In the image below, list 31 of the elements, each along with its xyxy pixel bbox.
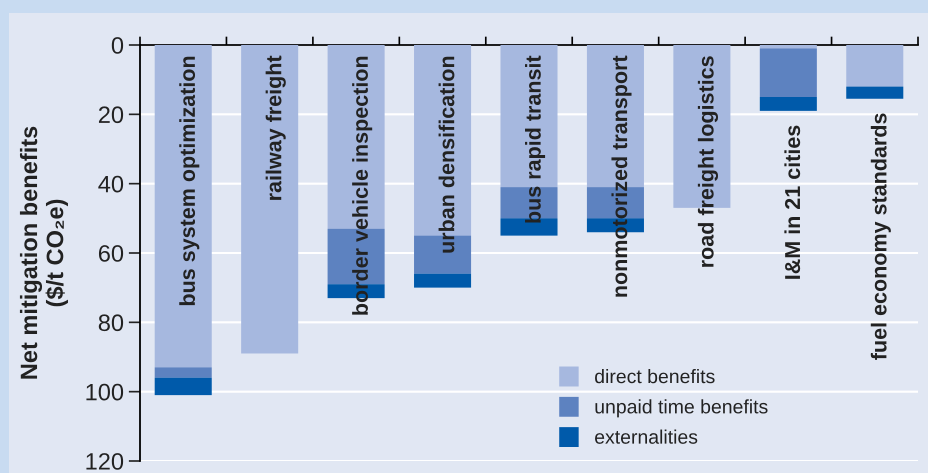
legend-label: unpaid time benefits — [595, 399, 768, 418]
bar — [154, 378, 212, 396]
x-tick-label: road freight logistics — [698, 56, 718, 267]
x-tick-label: I&M in 21 cities — [784, 126, 800, 279]
bar — [760, 45, 817, 48]
x-tick-label: urban densification — [438, 56, 454, 253]
bar — [846, 45, 904, 87]
y-tick-label: 0 — [112, 37, 124, 54]
bar — [846, 86, 904, 99]
y-tick-label: 60 — [98, 245, 124, 262]
legend-label: externalities — [595, 430, 698, 444]
y-tick-label: 80 — [98, 314, 124, 332]
bar — [500, 45, 558, 188]
x-tick-label: railway freight — [266, 56, 286, 200]
bar — [760, 97, 817, 111]
legend-label: direct benefits — [595, 368, 715, 384]
x-tick-label: nonmotorized transport — [611, 56, 632, 297]
y-tick-label: 120 — [86, 453, 124, 470]
bar — [241, 45, 298, 354]
x-tick-label: fuel economy standards — [870, 113, 891, 360]
y-tick-label: 20 — [98, 106, 124, 124]
y-axis-title: Net mitigation benefits ($/t CO₂e) — [20, 126, 68, 379]
bar — [154, 45, 212, 368]
bar — [760, 48, 817, 97]
x-tick-label: border vehicle inspection — [352, 56, 372, 315]
y-tick-label: 100 — [86, 384, 124, 400]
bar — [154, 367, 212, 378]
bar — [414, 274, 472, 288]
y-tick-label: 40 — [98, 176, 124, 192]
x-tick-label: bus rapid transit — [525, 56, 546, 223]
x-tick-label: bus system optimization — [179, 56, 200, 306]
